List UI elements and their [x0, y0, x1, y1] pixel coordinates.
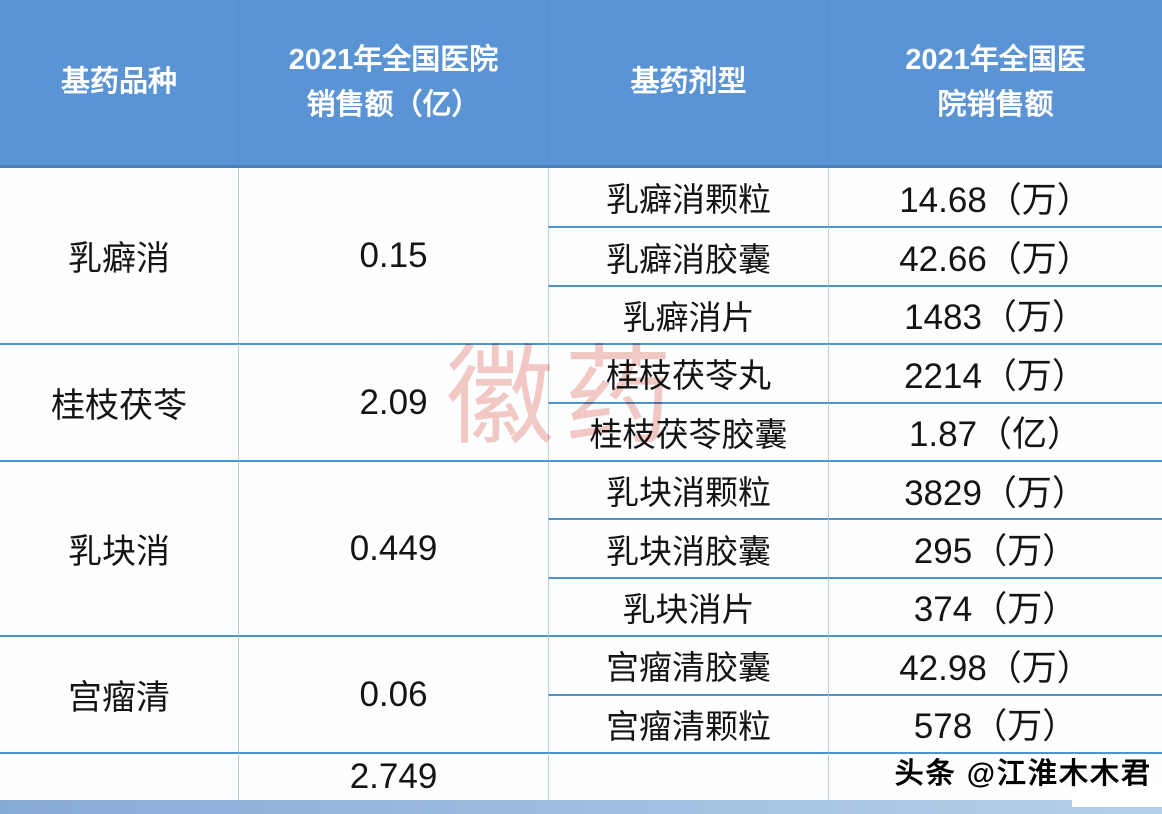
form-sales-cell: 42.66（万） [828, 226, 1162, 285]
form-sales-cell: 2214（万） [828, 343, 1162, 402]
total-cell: 2.09 [238, 343, 548, 460]
form-name-cell: 乳块消胶囊 [548, 518, 828, 577]
footer-empty-cell [0, 751, 238, 800]
bottom-strip [0, 799, 1162, 814]
header-sales-yi: 2021年全国医院 销售额（亿） [238, 0, 548, 168]
variety-cell: 乳块消 [0, 459, 238, 636]
total-cell: 0.15 [238, 168, 548, 344]
form-sales-cell: 295（万） [828, 518, 1162, 577]
variety-cell: 宫瘤清 [0, 635, 238, 752]
form-name-cell: 乳块消片 [548, 576, 828, 636]
form-name-cell: 宫瘤清胶囊 [548, 635, 828, 694]
form-sales-cell: 1483（万） [828, 284, 1162, 344]
form-sales-cell: 42.98（万） [828, 635, 1162, 694]
variety-cell: 乳癖消 [0, 168, 238, 344]
variety-cell: 桂枝茯苓 [0, 343, 238, 460]
form-sales-cell: 14.68（万） [828, 168, 1162, 227]
form-name-cell: 宫瘤清颗粒 [548, 693, 828, 752]
form-name-cell: 乳癖消颗粒 [548, 168, 828, 227]
form-name-cell: 桂枝茯苓丸 [548, 343, 828, 402]
header-variety: 基药品种 [0, 0, 238, 168]
form-sales-cell: 3829（万） [828, 459, 1162, 519]
footer-empty-cell [548, 751, 828, 800]
form-name-cell: 乳癖消片 [548, 284, 828, 344]
form-name-cell: 乳癖消胶囊 [548, 226, 828, 285]
grand-total-cell: 2.749 [238, 751, 548, 800]
form-name-cell: 乳块消颗粒 [548, 459, 828, 519]
header-form: 基药剂型 [548, 0, 828, 168]
form-name-cell: 桂枝茯苓胶囊 [548, 401, 828, 460]
form-sales-cell: 374（万） [828, 576, 1162, 636]
form-sales-cell: 578（万） [828, 693, 1162, 752]
total-cell: 0.06 [238, 635, 548, 752]
form-sales-cell: 1.87（亿） [828, 401, 1162, 460]
header-sales: 2021年全国医 院销售额 [828, 0, 1162, 168]
footer-empty-cell [828, 751, 1162, 800]
total-cell: 0.449 [238, 459, 548, 636]
